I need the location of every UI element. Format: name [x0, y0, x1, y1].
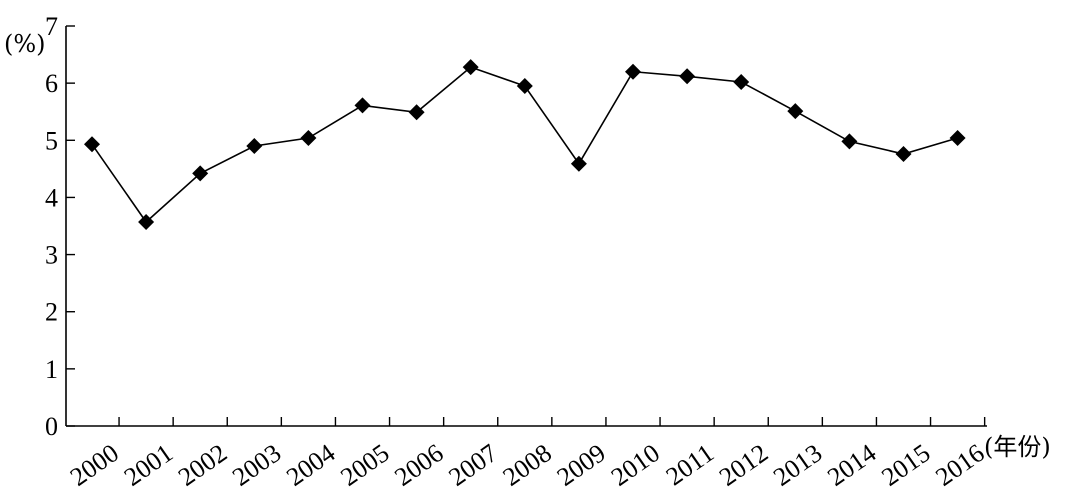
- y-tick-label: 5: [45, 126, 58, 155]
- series: [84, 59, 966, 230]
- data-point-marker: [84, 136, 100, 153]
- data-point-marker: [300, 130, 317, 146]
- y-axis: 0 1 2 3 4 5 6 7: [45, 12, 75, 441]
- x-tick-label: 2001: [119, 438, 178, 492]
- data-point-marker: [354, 97, 371, 114]
- data-point-marker: [625, 63, 641, 80]
- data-point-marker: [733, 74, 750, 90]
- data-point-marker: [462, 59, 479, 76]
- x-tick-label: 2000: [65, 438, 124, 492]
- data-point-marker: [841, 133, 858, 150]
- data-point-marker: [787, 103, 804, 120]
- x-tick-label: 2009: [552, 438, 611, 492]
- x-axis: 2000200120022003200420052006200720082009…: [65, 417, 990, 492]
- x-tick-label: 2010: [606, 438, 665, 492]
- x-tick-label: 2003: [227, 438, 286, 492]
- data-point-marker: [679, 68, 696, 85]
- y-axis-label: (%): [4, 30, 46, 58]
- data-point-marker: [895, 146, 912, 162]
- x-tick-label: 2004: [281, 438, 340, 492]
- data-point-marker: [138, 214, 155, 230]
- y-tick-label: 7: [45, 12, 58, 41]
- y-tick-label: 2: [45, 298, 58, 327]
- y-tick-label: 0: [45, 412, 58, 441]
- y-tick-label: 1: [45, 355, 58, 384]
- x-tick-label: 2014: [822, 438, 881, 492]
- x-tick-label: 2015: [876, 438, 935, 492]
- data-point-marker: [192, 165, 209, 182]
- x-tick-label: 2011: [661, 438, 719, 491]
- x-axis-label: (年份): [984, 433, 1051, 461]
- y-tick-label: 3: [45, 241, 58, 270]
- x-tick-label: 2005: [335, 438, 394, 492]
- x-tick-label: 2016: [930, 438, 989, 492]
- x-tick-label: 2008: [498, 438, 557, 492]
- x-tick-label: 2012: [714, 438, 773, 492]
- x-tick-label: 2006: [389, 438, 448, 492]
- data-point-marker: [246, 138, 263, 154]
- y-tick-label: 4: [45, 183, 58, 212]
- x-tick-label: 2002: [173, 438, 232, 492]
- y-tick-label: 6: [45, 69, 58, 98]
- data-point-marker: [516, 78, 533, 94]
- data-point-marker: [949, 130, 966, 146]
- data-point-marker: [570, 155, 587, 172]
- x-tick-label: 2013: [768, 438, 827, 492]
- x-tick-label: 2007: [443, 438, 502, 492]
- data-point-marker: [408, 104, 425, 121]
